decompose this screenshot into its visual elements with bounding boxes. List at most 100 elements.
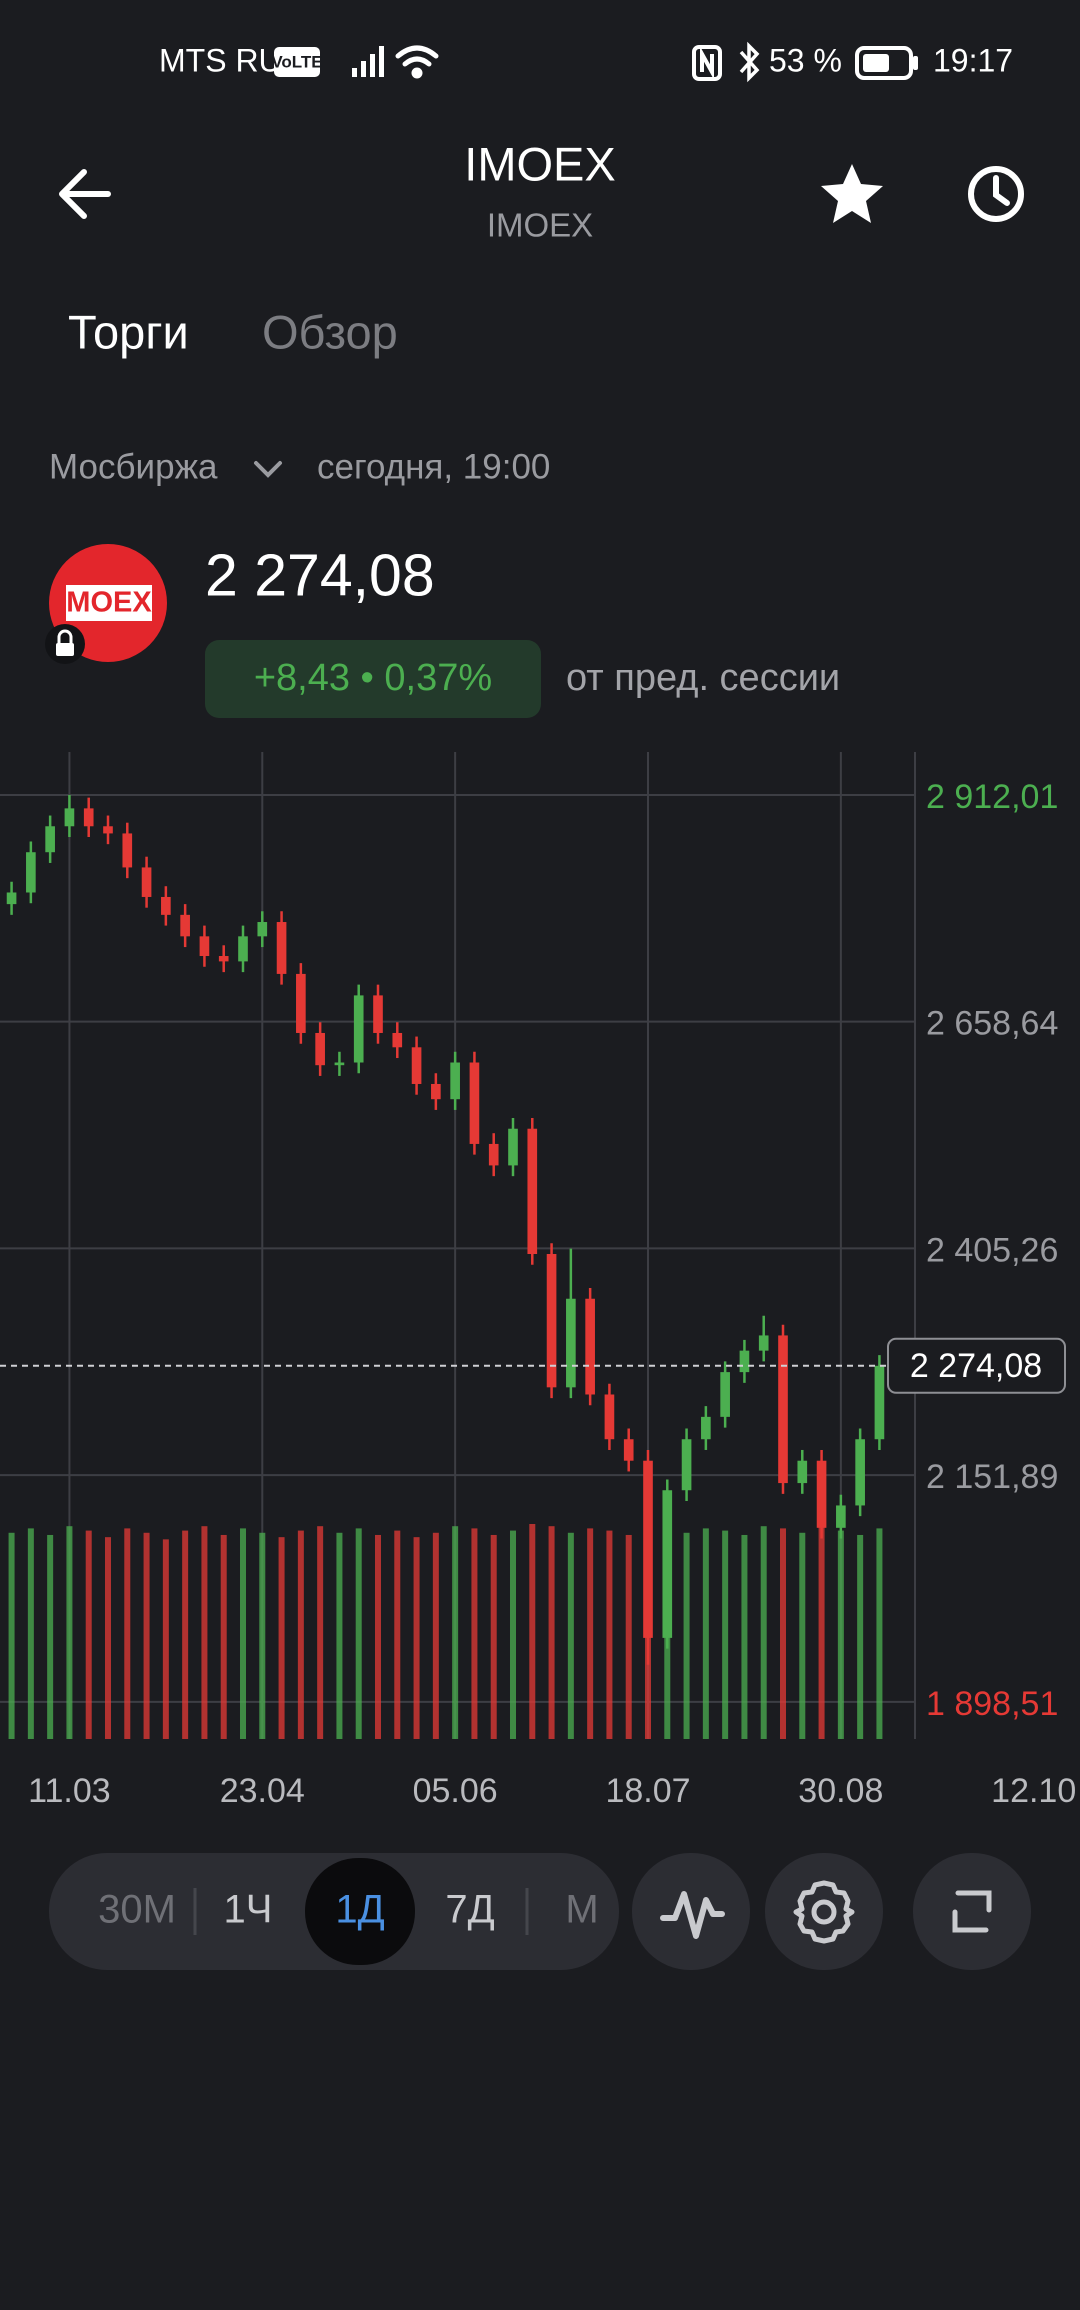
candle-body (199, 936, 210, 957)
volume-bar (355, 1528, 362, 1739)
x-tick-label: 05.06 (413, 1772, 498, 1810)
candle-body (720, 1372, 730, 1417)
timeframe[interactable]: 30M (98, 1888, 176, 1932)
volume-bar (413, 1537, 420, 1739)
subtitle: IMOEX (487, 207, 593, 244)
candle-body (739, 1350, 750, 1373)
candle-body (778, 1335, 788, 1484)
volume-bar (837, 1530, 844, 1739)
exchange-chevron[interactable] (254, 461, 282, 478)
volume-bar (278, 1537, 285, 1739)
volume-bar (760, 1526, 767, 1739)
candle-body (64, 808, 75, 827)
candle-body (6, 892, 17, 905)
volume-bar (85, 1530, 92, 1739)
volume-bar (510, 1530, 516, 1739)
logo: MOEX (45, 544, 167, 664)
volume-bar (702, 1528, 709, 1739)
volume-bar (8, 1532, 15, 1739)
back-button[interactable] (59, 169, 111, 219)
battery-icon (855, 46, 918, 80)
candle-body (373, 995, 383, 1033)
volte: VoLTE (271, 52, 322, 71)
volume-bar (741, 1534, 748, 1739)
candle-body (238, 936, 248, 962)
signal-icon (352, 46, 384, 77)
candle-body (450, 1062, 460, 1100)
volume-bar (876, 1528, 883, 1739)
candle-body (874, 1365, 885, 1440)
volume-bar (818, 1524, 825, 1739)
history-button[interactable] (968, 166, 1024, 222)
candle-body (103, 826, 113, 834)
candle-body (623, 1439, 634, 1461)
volume-bar (490, 1534, 497, 1739)
timeframe[interactable]: М (565, 1888, 598, 1932)
candle-body (334, 1062, 345, 1066)
candle-body (161, 896, 171, 915)
candle-body (488, 1143, 499, 1166)
volume-bar (259, 1532, 266, 1739)
x-tick-label: 30.08 (798, 1772, 883, 1810)
timeframe[interactable]: 1Д (335, 1888, 384, 1932)
volume-bar (625, 1534, 632, 1739)
tab[interactable]: Обзор (262, 305, 398, 358)
volume-bar (375, 1534, 381, 1739)
wifi-icon (395, 45, 439, 79)
volume-bar (587, 1528, 594, 1739)
candle-body (141, 867, 152, 897)
candle-body (546, 1254, 557, 1388)
chart: 2 912,01 2 658,64 2 405,26 2 151,89 1 898,51… (0, 752, 1076, 1810)
session-time: сегодня, 19:00 (317, 447, 550, 486)
favorite-button[interactable] (821, 164, 883, 223)
nfc-icon (692, 45, 722, 81)
fullscreen-icon (952, 1890, 992, 1933)
volume-bar (432, 1532, 439, 1739)
settings-button[interactable] (765, 1853, 883, 1970)
logo-text: MOEX (66, 587, 152, 619)
candle-body (855, 1439, 865, 1506)
y-tick-label: 2 151,89 (926, 1458, 1058, 1496)
indicators-icon (660, 1891, 725, 1939)
last-price-label: 2 274,08 (910, 1347, 1042, 1385)
timeframe[interactable]: 1Ч (224, 1888, 273, 1932)
candle-body (122, 833, 133, 868)
volume-bar (780, 1528, 786, 1739)
timeframe[interactable]: 7Д (445, 1888, 494, 1932)
x-tick-label: 18.07 (605, 1772, 690, 1810)
volume-bar (201, 1526, 208, 1739)
candle-body (701, 1416, 711, 1440)
candle-body (315, 1032, 325, 1066)
candle-body (836, 1505, 846, 1528)
volume-bar (336, 1532, 343, 1739)
fullscreen-button[interactable] (913, 1853, 1031, 1970)
x-tick-label: 11.03 (28, 1772, 111, 1810)
volte-badge (274, 47, 320, 77)
volume-bar (799, 1532, 806, 1739)
candle-body (681, 1439, 692, 1491)
volume-bar (66, 1526, 73, 1739)
battery-text: 53 % (769, 42, 842, 78)
candle-body (45, 826, 55, 853)
candle-body (431, 1083, 441, 1100)
change-label: от пред. сессии (566, 657, 840, 699)
volume-bar (47, 1534, 54, 1739)
candle-body (26, 852, 36, 893)
timeframe-selected-bg (305, 1858, 415, 1965)
volume-bar (240, 1528, 246, 1739)
title: IMOEX (464, 137, 615, 190)
change: +8,43 • 0,37% (254, 657, 492, 699)
exchange[interactable]: Мосбиржа (49, 447, 218, 486)
volume-bar (606, 1530, 613, 1739)
candle-body (643, 1460, 653, 1638)
volume-bar (722, 1530, 729, 1739)
price: 2 274,08 (205, 543, 435, 609)
clock: 19:17 (933, 42, 1013, 78)
volume-bar (317, 1526, 324, 1739)
candle-body (816, 1460, 827, 1528)
volume-bar (182, 1530, 189, 1739)
candle-body (411, 1047, 422, 1084)
tab-active[interactable]: Торги (68, 305, 189, 358)
